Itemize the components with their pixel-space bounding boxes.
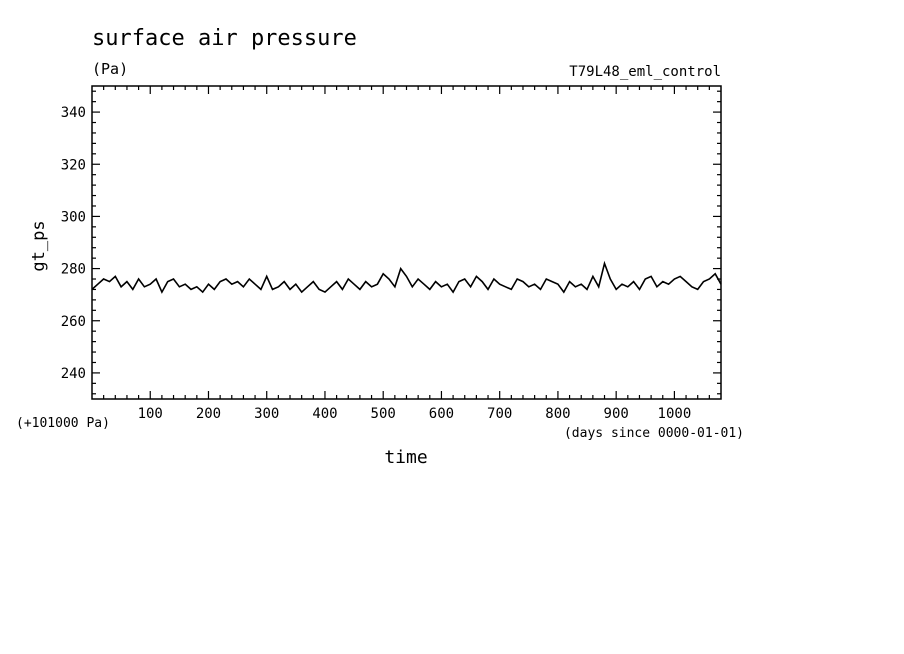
x-tick-label: 200 (196, 406, 221, 422)
x-tick-label: 900 (604, 406, 629, 422)
x-tick-label: 600 (429, 406, 454, 422)
run-label: T79L48_eml_control (569, 64, 721, 80)
y-tick-label: 260 (61, 314, 86, 330)
axis-tick-labels: 100 200 300 400 500 600 700 800 900 1000 240 260 280… (61, 105, 692, 422)
y-axis-label: gt_ps (29, 220, 49, 271)
x-tick-label: 300 (254, 406, 279, 422)
x-tick-label: 1000 (658, 406, 692, 422)
series-line (91, 260, 722, 294)
x-tick-label: 400 (312, 406, 337, 422)
y-tick-label: 240 (61, 366, 86, 382)
y-tick-label: 280 (61, 262, 86, 278)
x-tick-label: 800 (545, 406, 570, 422)
x-tick-label: 100 (138, 406, 163, 422)
x-axis-label: time (384, 447, 427, 468)
x-units-label: (days since 0000-01-01) (564, 426, 744, 441)
chart-units: (Pa) (92, 60, 128, 78)
chart-title: surface air pressure (92, 26, 357, 51)
y-tick-label: 340 (61, 105, 86, 121)
plot-frame (91, 85, 722, 400)
x-tick-label: 500 (371, 406, 396, 422)
axis-ticks (92, 86, 721, 399)
y-tick-label: 300 (61, 209, 86, 225)
x-tick-label: 700 (487, 406, 512, 422)
y-tick-label: 320 (61, 157, 86, 173)
y-offset-label: (+101000 Pa) (16, 416, 110, 431)
